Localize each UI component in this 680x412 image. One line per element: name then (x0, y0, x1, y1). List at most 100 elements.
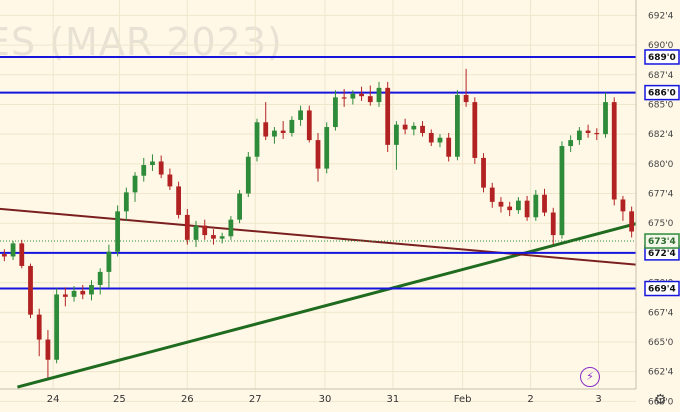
y-tick-label: 690'0 (648, 41, 674, 51)
candle[interactable] (211, 235, 216, 239)
candle[interactable] (455, 94, 460, 157)
candle[interactable] (237, 193, 242, 220)
candle[interactable] (19, 243, 25, 266)
candle[interactable] (254, 122, 260, 157)
candle[interactable] (533, 194, 539, 218)
candle[interactable] (115, 211, 121, 252)
candle[interactable] (306, 110, 312, 141)
candle[interactable] (515, 200, 521, 211)
candle[interactable] (472, 102, 478, 158)
candle[interactable] (498, 201, 504, 207)
candle[interactable] (611, 102, 617, 200)
candle[interactable] (394, 124, 399, 145)
candle[interactable] (376, 87, 382, 103)
candle[interactable] (341, 97, 347, 99)
candle[interactable] (333, 97, 338, 128)
candle[interactable] (524, 200, 530, 218)
y-tick-label: 662'4 (648, 368, 674, 378)
candle[interactable] (420, 125, 425, 133)
candle[interactable] (298, 110, 303, 120)
candle[interactable] (54, 294, 60, 360)
level-price-label: 669'4 (648, 285, 676, 295)
candle[interactable] (167, 174, 173, 187)
candle[interactable] (123, 192, 129, 212)
x-tick-label: 2 (527, 394, 533, 405)
candle[interactable] (272, 130, 277, 137)
candle[interactable] (36, 314, 42, 340)
candle[interactable] (141, 165, 147, 176)
y-tick-label: 667'4 (648, 308, 674, 318)
level-price-tag (644, 84, 680, 101)
candle[interactable] (89, 284, 94, 295)
candle[interactable] (585, 130, 591, 133)
candle[interactable] (603, 102, 608, 135)
current-price-tag (644, 233, 680, 249)
candle[interactable] (150, 161, 155, 166)
candle[interactable] (219, 236, 225, 239)
candle[interactable] (97, 271, 103, 285)
price-axis[interactable] (636, 0, 680, 412)
candle[interactable] (62, 294, 68, 297)
candle[interactable] (1, 254, 7, 257)
y-tick-label: 682'4 (648, 130, 674, 140)
y-tick-label: 660'0 (648, 397, 674, 407)
x-tick-label: 31 (387, 394, 400, 405)
candle[interactable] (428, 132, 434, 143)
candle[interactable] (550, 212, 556, 236)
candle[interactable] (184, 214, 190, 240)
trendline-support[interactable] (17, 202, 680, 389)
candle[interactable] (489, 187, 495, 202)
candle[interactable] (367, 96, 373, 103)
y-tick-label: 677'4 (648, 190, 674, 200)
candle[interactable] (411, 125, 417, 130)
candle[interactable] (228, 219, 234, 237)
candle[interactable] (10, 243, 16, 257)
candle[interactable] (315, 140, 321, 169)
candle[interactable] (289, 119, 295, 133)
candle[interactable] (193, 225, 199, 240)
gear-icon[interactable]: ⚙ (654, 392, 667, 408)
y-tick-label: 692'4 (648, 11, 674, 21)
candle[interactable] (559, 146, 565, 236)
x-tick-label: 3 (595, 394, 601, 405)
candle[interactable] (106, 251, 112, 272)
candle[interactable] (481, 157, 486, 188)
lightning-icon[interactable]: ⚡ (580, 367, 600, 387)
candle[interactable] (385, 87, 391, 145)
candle[interactable] (45, 339, 51, 360)
candle[interactable] (359, 93, 364, 97)
candle[interactable] (202, 225, 208, 236)
candle[interactable] (507, 206, 513, 211)
candle[interactable] (463, 94, 469, 103)
candle[interactable] (176, 186, 181, 215)
x-tick-label: 25 (113, 394, 126, 405)
candle[interactable] (542, 194, 547, 213)
candle[interactable] (594, 132, 600, 135)
candle[interactable] (132, 175, 138, 193)
candle[interactable] (324, 127, 330, 169)
candle[interactable] (80, 290, 86, 295)
level-price-label: 689'0 (648, 53, 676, 63)
x-tick-label: 27 (249, 394, 262, 405)
candle[interactable] (402, 124, 408, 130)
y-tick-label: 687'4 (648, 71, 674, 81)
candle[interactable] (576, 130, 582, 141)
candle[interactable] (620, 199, 626, 212)
candle[interactable] (71, 290, 77, 297)
candle[interactable] (245, 156, 251, 194)
trendline-resistance[interactable] (0, 207, 680, 272)
candle[interactable] (28, 265, 33, 315)
candle[interactable] (437, 137, 443, 143)
candle[interactable] (350, 93, 356, 99)
candle[interactable] (263, 122, 269, 137)
candle[interactable] (280, 130, 286, 133)
x-tick-label: 30 (319, 394, 332, 405)
candle[interactable] (568, 140, 574, 147)
y-tick-label: 675'0 (648, 219, 674, 229)
candle[interactable] (158, 161, 164, 175)
candle[interactable] (446, 137, 452, 157)
candle[interactable] (629, 211, 635, 232)
y-tick-label: 680'0 (648, 160, 674, 170)
